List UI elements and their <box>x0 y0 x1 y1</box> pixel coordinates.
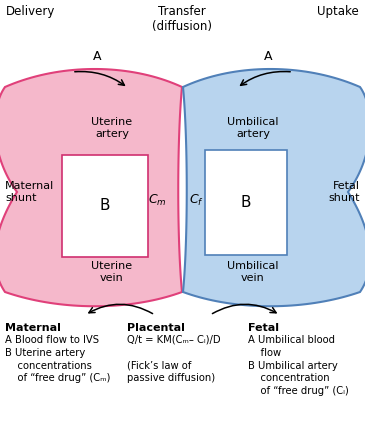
Text: A Umbilical blood
    flow
B Umbilical artery
    concentration
    of “free dru: A Umbilical blood flow B Umbilical arter… <box>248 335 349 396</box>
Text: Uterine
artery: Uterine artery <box>92 117 132 139</box>
Text: Umbilical
vein: Umbilical vein <box>227 261 279 283</box>
Text: B: B <box>100 198 110 213</box>
Text: $C_f$: $C_f$ <box>189 192 203 208</box>
Bar <box>62 155 148 257</box>
Text: $C_m$: $C_m$ <box>148 192 166 208</box>
Text: A: A <box>93 50 101 63</box>
Text: A Blood flow to IVS
B Uterine artery
    concentrations
    of “free drug” (Cₘ): A Blood flow to IVS B Uterine artery con… <box>5 335 110 383</box>
Text: Umbilical
artery: Umbilical artery <box>227 117 279 139</box>
Text: Fetal
shunt: Fetal shunt <box>328 181 360 203</box>
Text: Maternal
shunt: Maternal shunt <box>5 181 54 203</box>
Text: B: B <box>241 195 251 210</box>
Bar <box>205 150 287 255</box>
Polygon shape <box>0 69 182 306</box>
Text: Delivery: Delivery <box>6 5 55 18</box>
Text: Uptake: Uptake <box>317 5 359 18</box>
Text: Uterine
vein: Uterine vein <box>92 261 132 283</box>
Polygon shape <box>183 69 365 306</box>
Text: A: A <box>264 50 272 63</box>
Text: Maternal: Maternal <box>5 323 61 333</box>
Text: Placental: Placental <box>127 323 185 333</box>
Text: Transfer
(diffusion): Transfer (diffusion) <box>152 5 212 33</box>
Text: Fetal: Fetal <box>248 323 279 333</box>
Text: Q/t = KM(Cₘ– Cₗ)/D

(Fick’s law of
passive diffusion): Q/t = KM(Cₘ– Cₗ)/D (Fick’s law of passiv… <box>127 335 220 383</box>
